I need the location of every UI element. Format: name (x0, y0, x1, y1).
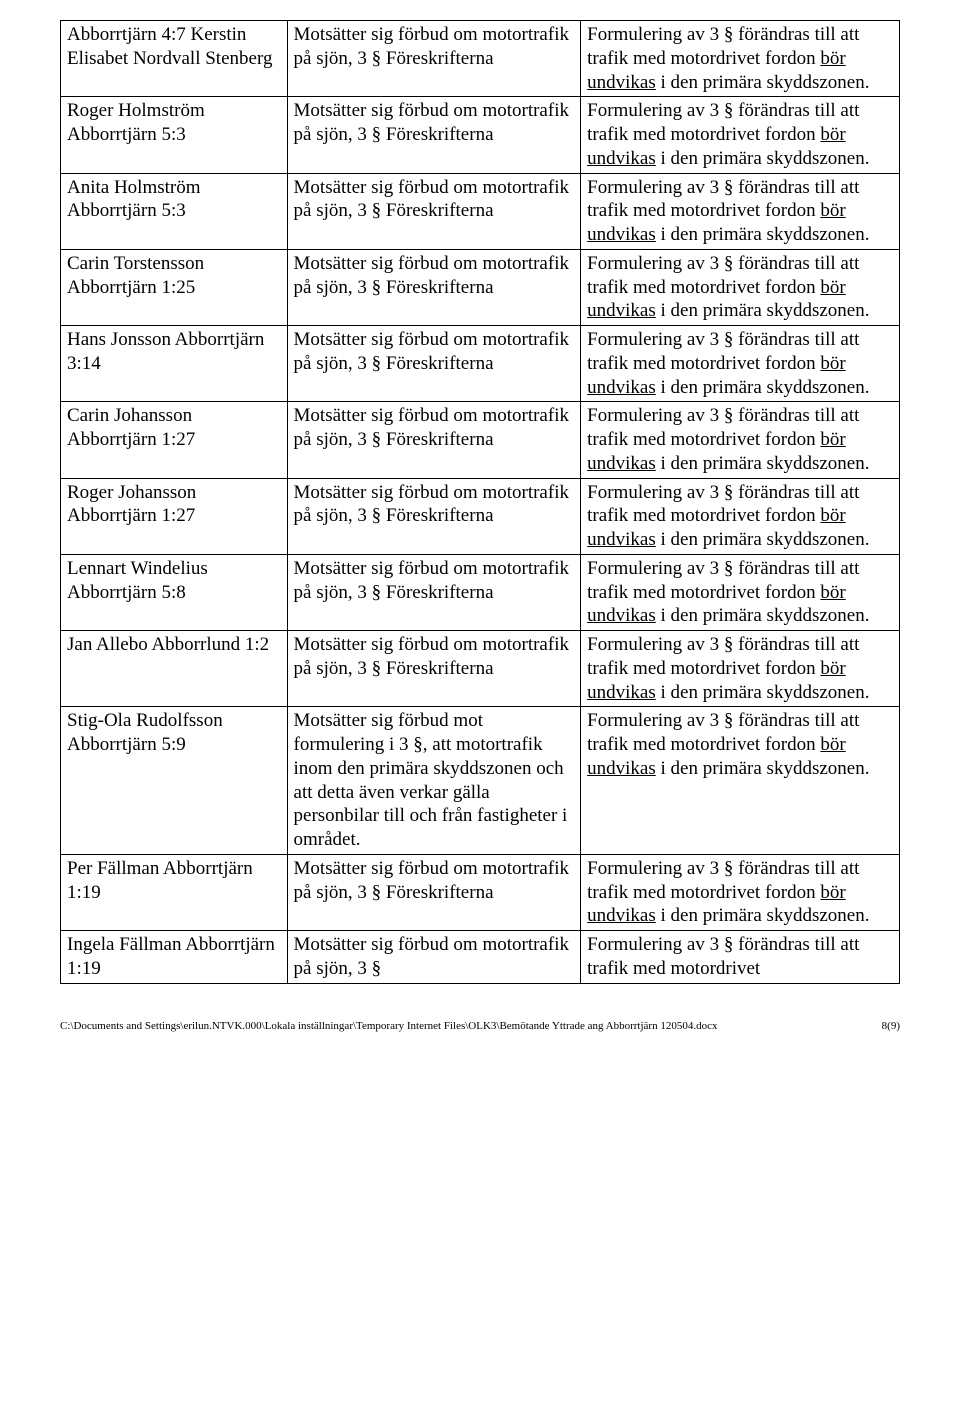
underlined-text: bör undvikas (587, 582, 846, 627)
objection-cell: Motsätter sig förbud om motortrafik på s… (287, 631, 581, 707)
objection-cell: Motsätter sig förbud om motortrafik på s… (287, 21, 581, 97)
underlined-text: bör undvikas (587, 429, 846, 474)
response-cell: Formulering av 3 § förändras till att tr… (581, 554, 900, 630)
response-cell: Formulering av 3 § förändras till att tr… (581, 173, 900, 249)
underlined-text: bör undvikas (587, 200, 846, 245)
objection-cell: Motsätter sig förbud om motortrafik på s… (287, 97, 581, 173)
underlined-text: bör undvikas (587, 505, 846, 550)
document-table: Abborrtjärn 4:7 Kerstin Elisabet Nordval… (60, 20, 900, 984)
underlined-text: bör undvikas (587, 734, 846, 779)
table-row: Per Fällman Abborrtjärn 1:19Motsätter si… (61, 854, 900, 930)
applicant-cell: Ingela Fällman Abborrtjärn 1:19 (61, 931, 288, 984)
response-cell: Formulering av 3 § förändras till att tr… (581, 97, 900, 173)
table-row: Stig-Ola Rudolfsson Abborrtjärn 5:9Motsä… (61, 707, 900, 855)
response-cell: Formulering av 3 § förändras till att tr… (581, 478, 900, 554)
applicant-cell: Jan Allebo Abborrlund 1:2 (61, 631, 288, 707)
response-cell: Formulering av 3 § förändras till att tr… (581, 249, 900, 325)
table-row: Carin Torstensson Abborrtjärn 1:25Motsät… (61, 249, 900, 325)
applicant-cell: Carin Torstensson Abborrtjärn 1:25 (61, 249, 288, 325)
table-row: Hans Jonsson Abborrtjärn 3:14Motsätter s… (61, 326, 900, 402)
response-cell: Formulering av 3 § förändras till att tr… (581, 854, 900, 930)
table-row: Ingela Fällman Abborrtjärn 1:19Motsätter… (61, 931, 900, 984)
footer-page: 8(9) (872, 1020, 900, 1032)
objection-cell: Motsätter sig förbud mot formulering i 3… (287, 707, 581, 855)
table-row: Lennart Windelius Abborrtjärn 5:8Motsätt… (61, 554, 900, 630)
underlined-text: bör undvikas (587, 353, 846, 398)
objection-cell: Motsätter sig förbud om motortrafik på s… (287, 554, 581, 630)
objection-cell: Motsätter sig förbud om motortrafik på s… (287, 249, 581, 325)
table-row: Roger Johansson Abborrtjärn 1:27Motsätte… (61, 478, 900, 554)
objection-cell: Motsätter sig förbud om motortrafik på s… (287, 173, 581, 249)
response-cell: Formulering av 3 § förändras till att tr… (581, 631, 900, 707)
applicant-cell: Anita Holmström Abborrtjärn 5:3 (61, 173, 288, 249)
page-footer: C:\Documents and Settings\erilun.NTVK.00… (60, 1020, 900, 1032)
applicant-cell: Roger Johansson Abborrtjärn 1:27 (61, 478, 288, 554)
objection-cell: Motsätter sig förbud om motortrafik på s… (287, 402, 581, 478)
table-row: Roger Holmström Abborrtjärn 5:3Motsätter… (61, 97, 900, 173)
applicant-cell: Roger Holmström Abborrtjärn 5:3 (61, 97, 288, 173)
objection-cell: Motsätter sig förbud om motortrafik på s… (287, 478, 581, 554)
underlined-text: bör undvikas (587, 658, 846, 703)
response-cell: Formulering av 3 § förändras till att tr… (581, 931, 900, 984)
table-row: Carin Johansson Abborrtjärn 1:27Motsätte… (61, 402, 900, 478)
objection-cell: Motsätter sig förbud om motortrafik på s… (287, 854, 581, 930)
footer-path: C:\Documents and Settings\erilun.NTVK.00… (60, 1020, 717, 1032)
applicant-cell: Per Fällman Abborrtjärn 1:19 (61, 854, 288, 930)
underlined-text: bör undvikas (587, 124, 846, 169)
applicant-cell: Lennart Windelius Abborrtjärn 5:8 (61, 554, 288, 630)
response-cell: Formulering av 3 § förändras till att tr… (581, 707, 900, 855)
table-row: Anita Holmström Abborrtjärn 5:3Motsätter… (61, 173, 900, 249)
objection-cell: Motsätter sig förbud om motortrafik på s… (287, 326, 581, 402)
response-cell: Formulering av 3 § förändras till att tr… (581, 402, 900, 478)
objection-cell: Motsätter sig förbud om motortrafik på s… (287, 931, 581, 984)
response-cell: Formulering av 3 § förändras till att tr… (581, 326, 900, 402)
applicant-cell: Abborrtjärn 4:7 Kerstin Elisabet Nordval… (61, 21, 288, 97)
table-row: Jan Allebo Abborrlund 1:2Motsätter sig f… (61, 631, 900, 707)
underlined-text: bör undvikas (587, 48, 846, 93)
applicant-cell: Hans Jonsson Abborrtjärn 3:14 (61, 326, 288, 402)
applicant-cell: Stig-Ola Rudolfsson Abborrtjärn 5:9 (61, 707, 288, 855)
underlined-text: bör undvikas (587, 277, 846, 322)
response-cell: Formulering av 3 § förändras till att tr… (581, 21, 900, 97)
underlined-text: bör undvikas (587, 882, 846, 927)
table-row: Abborrtjärn 4:7 Kerstin Elisabet Nordval… (61, 21, 900, 97)
applicant-cell: Carin Johansson Abborrtjärn 1:27 (61, 402, 288, 478)
